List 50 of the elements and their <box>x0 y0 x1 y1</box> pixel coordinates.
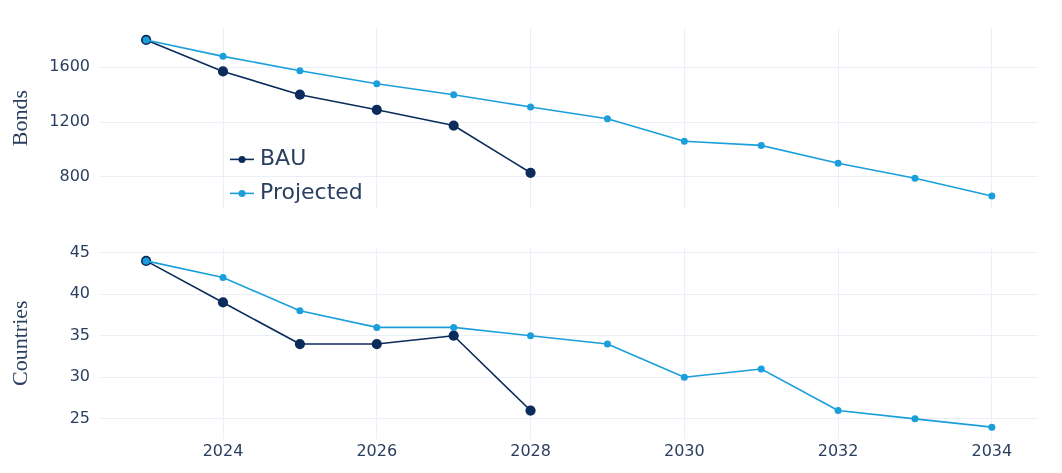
legend-label: Projected <box>260 179 363 205</box>
point <box>757 365 765 373</box>
point <box>450 323 458 331</box>
y-tick-label: 40 <box>69 283 90 303</box>
point <box>373 323 381 331</box>
y-tick-label: 1200 <box>49 111 90 131</box>
x-tick-label: 2030 <box>663 440 705 460</box>
point <box>834 407 842 415</box>
x-tick-label: 2034 <box>971 440 1013 460</box>
x-tick-label: 2032 <box>817 440 859 460</box>
point <box>757 141 765 149</box>
point <box>527 103 535 111</box>
point <box>296 67 304 75</box>
point <box>294 89 305 100</box>
point <box>217 66 229 77</box>
y-tick-label: 45 <box>69 241 90 261</box>
y-tick-label: 25 <box>69 408 90 427</box>
point <box>371 338 382 350</box>
point <box>371 104 382 115</box>
point <box>911 415 919 423</box>
point <box>294 338 305 350</box>
point <box>911 174 919 182</box>
point <box>219 274 227 282</box>
point <box>988 423 996 431</box>
y-axis-title: Countries <box>6 300 32 386</box>
point <box>525 167 536 178</box>
x-tick-label: 2024 <box>202 440 244 460</box>
point <box>448 120 459 131</box>
point <box>680 137 688 145</box>
y-tick-label: 800 <box>59 166 90 186</box>
y-tick-label: 30 <box>69 366 90 386</box>
point <box>219 52 227 60</box>
point <box>603 340 611 348</box>
point <box>988 192 996 200</box>
x-tick-label: 2026 <box>356 440 398 460</box>
y-tick-label: 1600 <box>49 56 90 76</box>
y-axis-title: Bonds <box>6 89 32 147</box>
point <box>834 159 842 167</box>
point <box>603 115 611 123</box>
point <box>450 91 458 99</box>
point <box>296 307 304 315</box>
x-tick-label: 2028 <box>510 440 551 460</box>
y-tick-label: 35 <box>69 324 90 344</box>
point <box>680 373 688 381</box>
point <box>373 80 381 88</box>
point <box>525 405 536 416</box>
legend-label: BAU <box>260 145 307 171</box>
point <box>217 297 229 308</box>
point <box>448 330 459 341</box>
point <box>527 332 535 340</box>
